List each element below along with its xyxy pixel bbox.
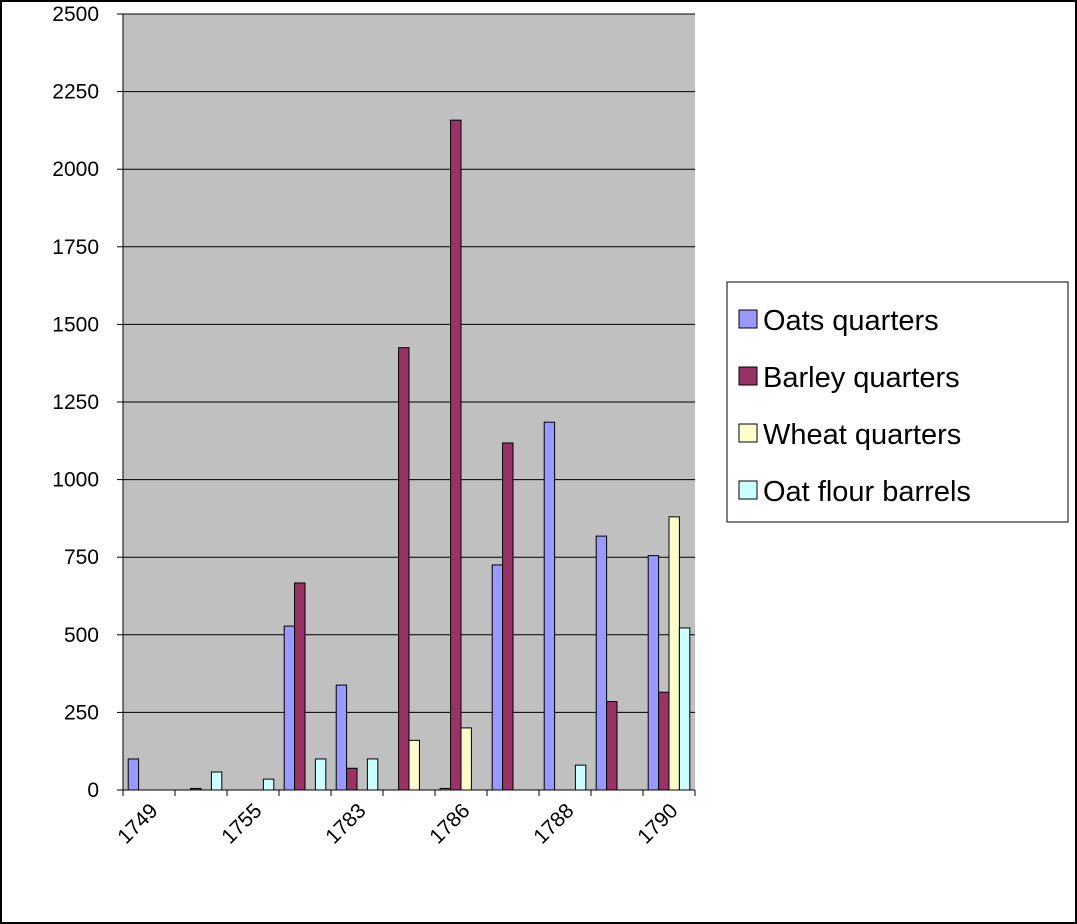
bar xyxy=(450,119,462,791)
y-tick-label: 2250 xyxy=(52,81,99,104)
bar xyxy=(314,758,327,791)
y-tick-label: 1250 xyxy=(52,391,99,414)
legend-label: Wheat quarters xyxy=(763,419,961,451)
bar xyxy=(210,771,223,791)
bar xyxy=(190,787,202,791)
bar xyxy=(366,758,379,791)
legend-swatch xyxy=(738,309,758,329)
bar xyxy=(398,347,410,791)
y-tick-label: 500 xyxy=(64,624,99,647)
bar xyxy=(335,684,348,791)
bar xyxy=(262,778,275,791)
bar xyxy=(658,691,670,791)
y-tick-label: 750 xyxy=(64,546,99,569)
legend-label: Oat flour barrels xyxy=(763,476,971,508)
bar xyxy=(127,758,140,791)
bar xyxy=(283,625,296,791)
legend-label: Barley quarters xyxy=(763,362,960,394)
y-tick-label: 1000 xyxy=(52,469,99,492)
bar xyxy=(543,421,556,791)
bar xyxy=(460,727,472,791)
y-tick-label: 250 xyxy=(64,701,99,724)
bar xyxy=(595,535,608,791)
bar xyxy=(502,442,514,791)
y-tick-label: 1750 xyxy=(52,236,99,259)
y-tick-label: 1500 xyxy=(52,313,99,336)
legend-box xyxy=(726,281,1069,523)
bar xyxy=(606,701,618,791)
bar xyxy=(647,555,660,791)
bar xyxy=(491,564,504,791)
bar xyxy=(346,767,358,791)
bar xyxy=(439,787,452,791)
legend-swatch xyxy=(738,480,758,500)
legend-label: Oats quarters xyxy=(763,305,939,337)
y-tick-label: 2000 xyxy=(52,158,99,181)
legend-swatch xyxy=(738,366,758,386)
legend-swatch xyxy=(738,423,758,443)
bar xyxy=(678,627,691,791)
y-tick-label: 0 xyxy=(87,779,99,802)
bar xyxy=(574,764,587,791)
bar xyxy=(408,739,420,791)
bar xyxy=(668,516,680,791)
y-tick-label: 2500 xyxy=(52,3,99,26)
bar xyxy=(294,582,306,791)
